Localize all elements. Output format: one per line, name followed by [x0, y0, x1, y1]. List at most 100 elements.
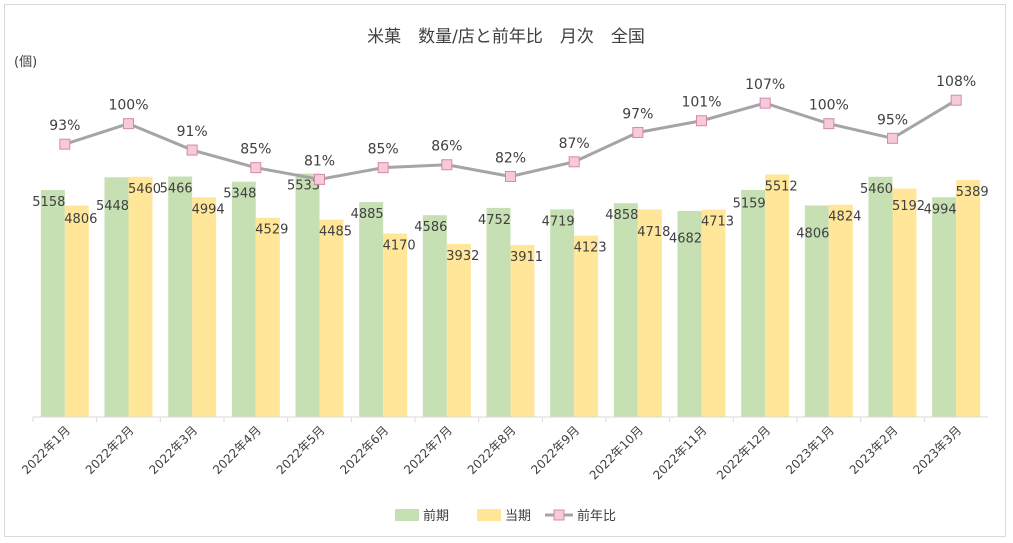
bar-data-label: 4529 — [255, 223, 288, 238]
previous-period-bar — [486, 207, 511, 417]
bar-data-label: 5192 — [892, 199, 925, 214]
previous-period-bar — [741, 190, 766, 417]
x-tick-label: 2023年2月 — [847, 423, 901, 477]
bar-data-label: 5448 — [96, 199, 129, 214]
yoy-data-label: 100% — [108, 98, 148, 114]
current-period-bar — [956, 179, 981, 417]
x-tick-label: 2022年11月 — [650, 423, 709, 482]
bar-data-label: 4718 — [637, 225, 670, 240]
current-period-bar — [319, 219, 344, 417]
yoy-marker — [123, 118, 134, 130]
previous-period-bar — [550, 209, 575, 417]
x-tick-label: 2022年9月 — [528, 423, 582, 477]
chart-frame — [4, 4, 1006, 537]
current-period-bar — [510, 244, 535, 417]
bar-data-label: 4485 — [319, 225, 352, 240]
yoy-data-label: 100% — [809, 98, 849, 114]
yoy-marker — [314, 173, 325, 185]
current-period-bar — [765, 174, 790, 417]
bar-data-label: 5533 — [287, 179, 320, 194]
yoy-marker — [823, 118, 835, 130]
bar-data-label: 4806 — [64, 212, 97, 227]
current-period-bar — [574, 235, 599, 417]
bar-data-label: 3911 — [510, 250, 543, 265]
yoy-marker — [950, 94, 962, 106]
yoy-data-label: 85% — [368, 142, 399, 158]
x-tick-label: 2022年10月 — [587, 423, 646, 482]
previous-period-bar — [804, 205, 829, 417]
yoy-data-label: 85% — [240, 142, 271, 158]
previous-period-bar — [231, 181, 256, 417]
bar-data-label: 3932 — [446, 249, 479, 264]
yoy-marker — [250, 162, 262, 174]
yoy-data-label: 93% — [49, 118, 80, 134]
bar-data-label: 5512 — [765, 179, 798, 194]
yoy-marker — [441, 159, 453, 171]
bar-data-label: 5158 — [32, 195, 65, 210]
previous-period-bar — [104, 177, 129, 417]
yoy-data-label: 82% — [495, 150, 526, 166]
y-axis-unit-label: (個) — [14, 55, 37, 70]
current-period-bar — [446, 243, 471, 417]
bar-data-label: 4586 — [414, 220, 447, 235]
yoy-data-label: 97% — [622, 106, 653, 122]
legend-current-swatch — [477, 509, 501, 521]
current-period-bar — [192, 197, 217, 417]
yoy-marker — [186, 144, 198, 156]
yoy-marker — [632, 126, 644, 138]
bar-data-label: 4885 — [351, 207, 384, 222]
yoy-marker — [568, 156, 580, 168]
x-tick-label: 2022年4月 — [210, 423, 264, 477]
x-tick-label: 2022年2月 — [83, 423, 137, 477]
current-period-bar — [701, 209, 726, 417]
previous-period-bar — [295, 173, 320, 417]
previous-period-bar — [168, 176, 193, 417]
legend-yoy-label: 前年比 — [577, 508, 616, 524]
current-period-bar — [255, 217, 280, 417]
current-period-bar — [128, 176, 153, 417]
yoy-marker — [759, 97, 771, 109]
bar-data-label: 4994 — [924, 202, 957, 217]
yoy-data-label: 108% — [936, 74, 976, 90]
yoy-marker — [887, 132, 898, 144]
current-period-bar — [892, 188, 917, 417]
yoy-marker — [696, 115, 707, 127]
current-period-bar — [383, 233, 408, 417]
previous-period-bar — [422, 215, 447, 417]
bar-data-label: 4824 — [828, 210, 861, 225]
x-tick-label: 2022年3月 — [146, 423, 200, 477]
yoy-data-label: 101% — [681, 95, 721, 111]
bar-data-label: 5466 — [160, 181, 193, 196]
previous-period-bar — [932, 197, 957, 417]
current-period-bar — [637, 209, 662, 417]
x-tick-label: 2022年8月 — [465, 423, 519, 477]
bar-data-label: 5460 — [860, 182, 893, 197]
bar-data-label: 4858 — [605, 208, 638, 223]
x-tick-label: 2022年1月 — [19, 423, 73, 477]
x-tick-label: 2022年5月 — [274, 423, 328, 477]
yoy-data-label: 95% — [877, 112, 908, 128]
x-tick-label: 2022年6月 — [337, 423, 391, 477]
legend-current-label: 当期 — [505, 509, 531, 524]
yoy-data-label: 107% — [745, 77, 785, 93]
bar-data-label: 5348 — [223, 187, 256, 202]
legend-previous-label: 前期 — [423, 508, 449, 524]
bar-data-label: 5389 — [956, 185, 989, 200]
current-period-bar — [64, 205, 89, 417]
yoy-marker — [59, 138, 71, 150]
yoy-data-label: 91% — [177, 124, 208, 140]
bar-data-label: 4719 — [542, 214, 575, 229]
previous-period-bar — [868, 176, 893, 417]
legend-previous-swatch — [395, 509, 419, 521]
bar-data-label: 4123 — [574, 241, 607, 256]
yoy-data-label: 87% — [559, 136, 590, 152]
yoy-marker — [377, 162, 389, 174]
yoy-data-label: 86% — [431, 139, 462, 155]
current-period-bar — [828, 204, 853, 417]
chart-title: 米菓 数量/店と前年比 月次 全国 — [367, 27, 645, 47]
bar-data-label: 4994 — [192, 202, 225, 217]
bar-data-label: 5460 — [128, 182, 161, 197]
previous-period-bar — [677, 210, 702, 417]
bar-data-label: 4806 — [796, 227, 829, 242]
yoy-marker — [505, 170, 516, 182]
